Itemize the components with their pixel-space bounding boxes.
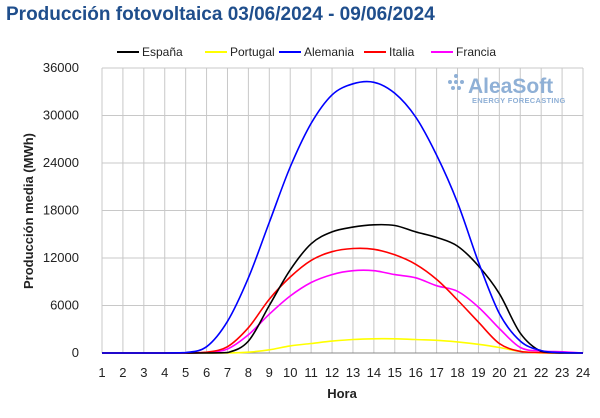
series-line-españa (102, 223, 583, 354)
x-axis-ticks: 1 2 3 4 5 6 7 8 9 10 11 12 13 14 15 16 17 18 19 20 21 22 23 24 (98, 365, 590, 380)
x-tick-label: 21 (513, 365, 527, 380)
legend-label: Francia (456, 45, 496, 59)
chart-title: Producción fotovoltaica 03/06/2024 - 09/… (6, 4, 435, 25)
grid (101, 67, 584, 354)
legend-label: España (142, 45, 183, 59)
x-tick-label: 7 (224, 365, 231, 380)
x-tick-label: 19 (471, 365, 485, 380)
x-tick-label: 4 (161, 365, 168, 380)
x-tick-label: 24 (576, 365, 590, 380)
y-axis-ticks: 0 6000 12000 18000 24000 30000 36000 (43, 60, 79, 360)
y-tick-label: 36000 (43, 60, 79, 75)
y-tick-label: 24000 (43, 155, 79, 170)
x-tick-label: 13 (346, 365, 360, 380)
legend: España Portugal Alemania Italia Francia (117, 45, 496, 59)
x-tick-label: 1 (98, 365, 105, 380)
x-tick-label: 12 (325, 365, 339, 380)
x-tick-label: 17 (429, 365, 443, 380)
y-tick-label: 0 (72, 345, 79, 360)
logo-dots-icon (448, 74, 464, 90)
x-tick-label: 15 (388, 365, 402, 380)
series-lines (102, 80, 584, 354)
legend-label: Italia (389, 45, 415, 59)
x-tick-label: 14 (367, 365, 381, 380)
logo-name: AleaSoft (468, 75, 553, 98)
x-tick-label: 5 (182, 365, 189, 380)
legend-label: Portugal (230, 45, 275, 59)
y-axis-label: Producción media (MWh) (21, 133, 36, 289)
series-line-italia (102, 247, 583, 354)
y-tick-label: 6000 (50, 298, 79, 313)
legend-label: Alemania (304, 45, 354, 59)
x-tick-label: 22 (534, 365, 548, 380)
x-tick-label: 9 (266, 365, 273, 380)
y-tick-label: 12000 (43, 250, 79, 265)
x-tick-label: 6 (203, 365, 210, 380)
y-tick-label: 18000 (43, 203, 79, 218)
x-axis-label: Hora (327, 386, 357, 401)
x-tick-label: 11 (304, 365, 318, 380)
aleasoft-logo: AleaSoft ENERGY FORECASTING (448, 74, 566, 105)
x-tick-label: 16 (408, 365, 422, 380)
y-tick-label: 30000 (43, 108, 79, 123)
x-tick-label: 20 (492, 365, 506, 380)
x-tick-label: 18 (450, 365, 464, 380)
x-tick-label: 2 (119, 365, 126, 380)
x-tick-label: 23 (555, 365, 569, 380)
x-tick-label: 10 (283, 365, 297, 380)
x-tick-label: 3 (140, 365, 147, 380)
series-line-alemania (102, 80, 584, 354)
logo-tagline: ENERGY FORECASTING (472, 96, 566, 105)
x-tick-label: 8 (245, 365, 252, 380)
